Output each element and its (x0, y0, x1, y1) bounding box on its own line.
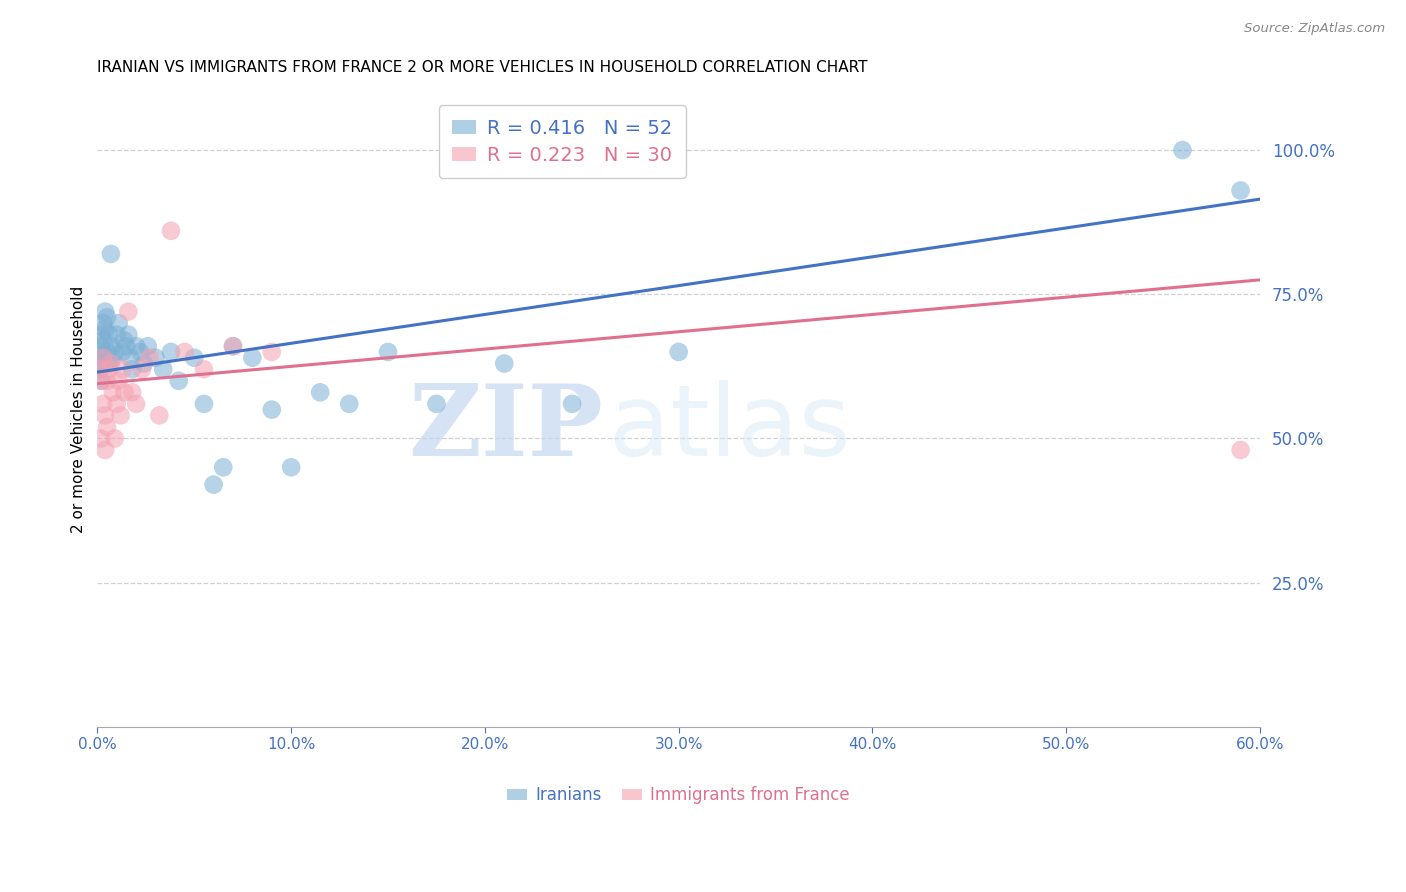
Point (98, 362, 121, 376)
Point (425, 397, 447, 411)
Point (117, 304, 139, 318)
Point (98, 356, 121, 370)
Point (494, 356, 516, 370)
Point (202, 477, 225, 491)
Point (193, 397, 215, 411)
Point (115, 339, 138, 353)
Point (561, 397, 583, 411)
Point (105, 397, 128, 411)
Point (100, 339, 122, 353)
Point (337, 397, 360, 411)
Point (668, 345, 690, 359)
Point (90, 339, 112, 353)
Point (96, 345, 118, 359)
Point (89, 362, 111, 376)
Point (111, 345, 134, 359)
Point (167, 374, 190, 388)
Point (1229, 442, 1251, 457)
Point (309, 385, 332, 400)
Point (160, 345, 183, 359)
Legend: Iranians, Immigrants from France: Iranians, Immigrants from France (501, 780, 856, 811)
Point (111, 362, 134, 376)
Point (222, 339, 245, 353)
Point (121, 362, 143, 376)
Point (91, 397, 114, 411)
Point (173, 345, 195, 359)
Text: Source: ZipAtlas.com: Source: ZipAtlas.com (1244, 22, 1385, 36)
Point (89, 362, 111, 376)
Point (145, 351, 167, 365)
Point (107, 316, 129, 330)
Point (121, 385, 143, 400)
Point (114, 385, 136, 400)
Point (125, 339, 148, 353)
Point (183, 351, 205, 365)
Point (240, 351, 263, 365)
Point (100, 247, 122, 261)
Point (1229, 184, 1251, 198)
Point (96, 420, 118, 434)
Point (91, 334, 114, 348)
Point (90, 356, 112, 370)
Point (117, 327, 139, 342)
Point (91, 351, 114, 365)
Point (104, 432, 127, 446)
Point (107, 374, 129, 388)
Point (96, 310, 118, 325)
Point (94, 304, 117, 318)
Point (193, 362, 215, 376)
Point (120, 351, 142, 365)
Point (260, 402, 283, 417)
Point (101, 385, 124, 400)
Point (100, 356, 122, 370)
Point (260, 345, 283, 359)
Point (148, 409, 170, 423)
Point (90, 327, 112, 342)
Point (94, 322, 117, 336)
Text: ZIP: ZIP (408, 380, 603, 477)
Point (114, 334, 136, 348)
Point (377, 345, 399, 359)
Point (136, 339, 159, 353)
Point (91, 351, 114, 365)
Point (152, 362, 174, 376)
Point (90, 374, 112, 388)
Point (89, 345, 111, 359)
Point (280, 460, 302, 475)
Text: atlas: atlas (609, 380, 851, 477)
Point (94, 409, 117, 423)
Point (212, 460, 235, 475)
Point (125, 397, 148, 411)
Point (90, 374, 112, 388)
Point (110, 409, 132, 423)
Point (101, 351, 124, 365)
Point (91, 316, 114, 330)
Point (104, 345, 127, 359)
Point (160, 224, 183, 238)
Text: IRANIAN VS IMMIGRANTS FROM FRANCE 2 OR MORE VEHICLES IN HOUSEHOLD CORRELATION CH: IRANIAN VS IMMIGRANTS FROM FRANCE 2 OR M… (97, 60, 868, 75)
Point (131, 362, 153, 376)
Point (96, 374, 118, 388)
Point (105, 327, 128, 342)
Point (222, 339, 245, 353)
Point (94, 442, 117, 457)
Point (129, 345, 152, 359)
Point (98, 327, 121, 342)
Point (132, 356, 155, 370)
Point (90, 432, 112, 446)
Point (1171, 143, 1194, 157)
Y-axis label: 2 or more Vehicles in Household: 2 or more Vehicles in Household (72, 286, 86, 533)
Point (138, 351, 160, 365)
